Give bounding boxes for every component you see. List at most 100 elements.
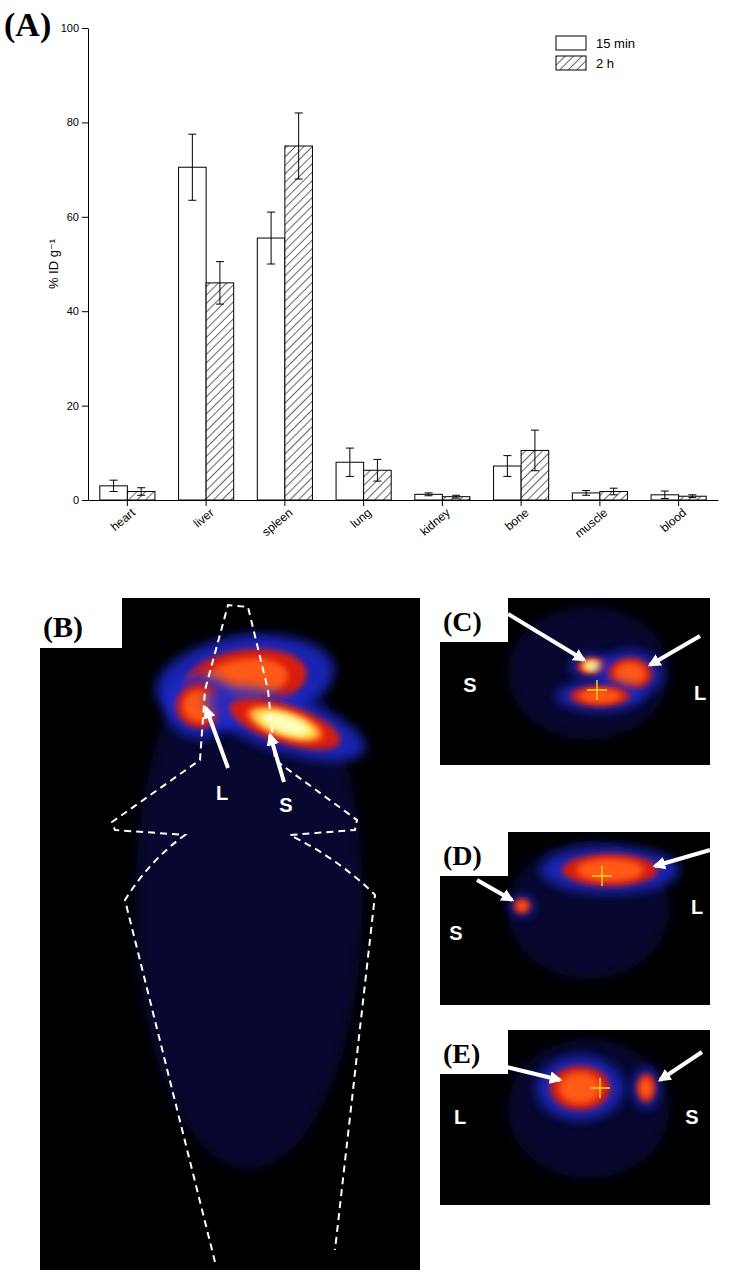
uptake-layer xyxy=(537,1056,624,1120)
organ-label: S xyxy=(279,794,292,816)
uptake-layer xyxy=(583,661,601,671)
error-bar-line xyxy=(188,134,196,200)
arrow xyxy=(508,614,584,660)
x-tick: muscle xyxy=(572,500,610,541)
body-glow xyxy=(508,1039,670,1179)
image-content xyxy=(508,1039,670,1179)
y-tick: 0 xyxy=(73,494,88,506)
x-tick-label: spleen xyxy=(259,506,295,539)
legend-item: 15 min xyxy=(556,36,635,51)
legend: 15 min 2 h xyxy=(556,36,635,71)
body-glow xyxy=(508,841,670,979)
y-tick-label: 60 xyxy=(67,211,79,223)
error-bar-line xyxy=(531,430,539,471)
x-tick-mark xyxy=(442,500,443,506)
bar xyxy=(257,238,285,500)
uptake-layer xyxy=(586,663,599,670)
x-tick-mark xyxy=(363,500,364,506)
uptake-layer xyxy=(576,859,643,881)
image-background xyxy=(440,1030,710,1205)
uptake-layer xyxy=(224,688,346,760)
y-tick-mark xyxy=(82,122,88,123)
uptake-layer xyxy=(248,702,321,745)
arrow xyxy=(270,735,284,782)
error-bar xyxy=(582,491,590,496)
uptake-spot xyxy=(537,1056,624,1120)
arrow xyxy=(477,880,512,900)
y-tick-mark xyxy=(82,311,88,312)
x-tick-label: liver xyxy=(191,506,217,531)
uptake-layer xyxy=(640,1078,653,1098)
y-axis-line xyxy=(88,29,89,501)
organ-label: S xyxy=(685,1106,698,1128)
error-bar-line xyxy=(582,491,590,496)
error-bar xyxy=(503,456,511,477)
x-tick: liver xyxy=(191,500,217,530)
x-tick: kidney xyxy=(417,500,453,539)
error-bar xyxy=(295,113,303,179)
bar xyxy=(206,283,234,500)
panel-label: (B) xyxy=(43,610,83,644)
uptake-spot xyxy=(557,682,644,711)
x-tick: blood xyxy=(658,500,690,535)
organ-label: L xyxy=(454,1106,466,1128)
uptake-layer xyxy=(557,682,644,711)
image-content xyxy=(508,606,670,740)
error-bar-line xyxy=(110,480,118,491)
y-tick-label: 40 xyxy=(67,305,79,317)
error-bar-line xyxy=(503,456,511,477)
image-content xyxy=(508,841,680,979)
error-bar xyxy=(137,488,145,496)
uptake-layer xyxy=(550,1066,610,1110)
error-bar xyxy=(452,495,460,498)
y-tick: 60 xyxy=(67,211,88,223)
y-tick: 20 xyxy=(67,400,88,412)
arrow xyxy=(655,850,710,866)
x-axis-line xyxy=(89,500,719,501)
crosshair xyxy=(592,866,612,886)
y-tick-label: 100 xyxy=(61,22,79,34)
figure: (A)020406080100heartliverspleenlungkidne… xyxy=(0,0,746,1278)
legend-label: 2 h xyxy=(596,56,614,71)
x-tick: heart xyxy=(108,500,138,534)
x-tick-mark xyxy=(521,500,522,506)
panel-label: (C) xyxy=(443,606,482,637)
uptake-spot xyxy=(197,672,374,776)
panel-label-box xyxy=(440,832,508,876)
uptake-spot xyxy=(633,1068,659,1109)
bar-series xyxy=(127,113,706,500)
uptake-layer xyxy=(615,663,646,685)
uptake-layer xyxy=(540,847,679,893)
image-background xyxy=(440,832,710,1005)
image-panel: L S (B) xyxy=(40,598,420,1270)
y-axis: 020406080100 xyxy=(61,22,89,506)
error-bar-line xyxy=(688,495,696,498)
legend-swatch xyxy=(556,36,586,50)
organ-label: L xyxy=(216,782,228,804)
error-bar-line xyxy=(425,493,433,496)
uptake-layer xyxy=(633,1068,659,1109)
panel-label-box xyxy=(440,598,508,642)
error-bar-line xyxy=(267,212,275,264)
image-background xyxy=(40,598,420,1270)
crosshair xyxy=(587,680,607,700)
error-bar-line xyxy=(346,448,354,476)
x-tick-mark xyxy=(599,500,600,506)
panel-label: (E) xyxy=(443,1038,480,1069)
plot-area xyxy=(100,113,706,500)
uptake-layer xyxy=(514,899,530,913)
error-bar-line xyxy=(137,488,145,496)
x-tick-label: lung xyxy=(348,506,374,531)
error-bar xyxy=(610,488,618,495)
x-axis: heartliverspleenlungkidneybonemusclebloo… xyxy=(89,500,719,541)
x-tick-label: muscle xyxy=(572,505,610,540)
error-bar xyxy=(373,459,381,481)
legend-item: 2 h xyxy=(556,56,614,71)
error-bar xyxy=(688,495,696,498)
y-axis-title: % ID g⁻¹ xyxy=(46,238,61,289)
organ-label: S xyxy=(449,922,462,944)
crosshair xyxy=(590,1078,610,1098)
x-tick: spleen xyxy=(259,500,295,539)
x-tick-mark xyxy=(678,500,679,506)
uptake-layer xyxy=(579,689,621,703)
